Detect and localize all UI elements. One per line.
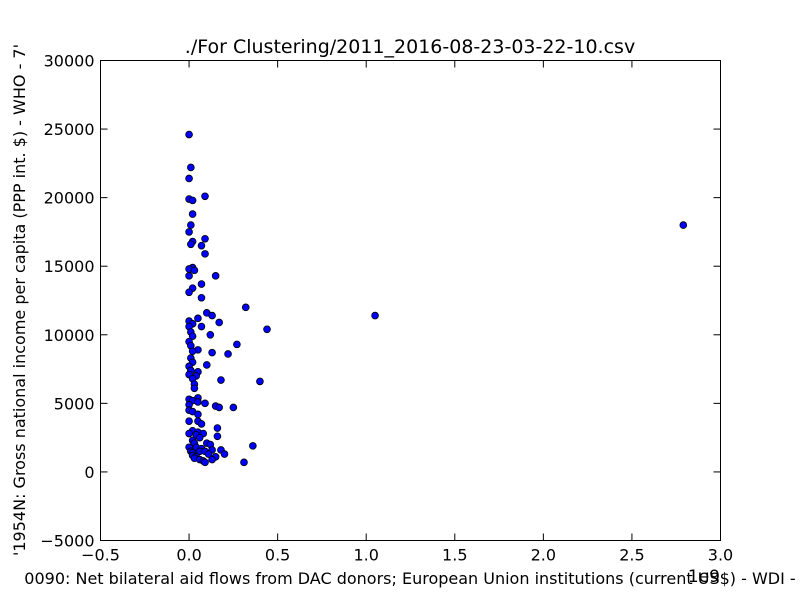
data-point [201, 234, 209, 243]
data-point [185, 130, 193, 139]
x-axis-label: 0090: Net bilateral aid flows from DAC d… [24, 569, 795, 588]
data-point [215, 318, 223, 327]
data-point [201, 399, 209, 408]
data-point [195, 433, 204, 442]
data-point [188, 196, 197, 205]
data-point [197, 293, 206, 302]
y-tick-label: 30000 [44, 52, 95, 71]
data-point [204, 450, 213, 458]
data-point [217, 376, 225, 384]
data-point [679, 221, 688, 229]
chart-title: ./For Clustering/2011_2016-08-23-03-22-1… [185, 36, 635, 58]
data-point [241, 303, 250, 312]
data-point [256, 377, 264, 386]
data-point [188, 347, 197, 356]
y-tick-label: 25000 [44, 120, 95, 139]
data-point [208, 348, 216, 357]
x-tick-label: 0.5 [265, 546, 290, 565]
data-point [229, 403, 238, 412]
data-point [201, 192, 209, 201]
data-point [240, 458, 248, 467]
data-point [185, 288, 193, 297]
data-point [224, 350, 232, 358]
x-axis-offset-label: 1e9 [688, 567, 720, 587]
data-point [185, 228, 193, 236]
data-point [185, 429, 193, 438]
data-point [197, 322, 206, 331]
x-tick-label: 2.0 [531, 546, 556, 565]
data-point [190, 266, 199, 275]
data-point [201, 458, 209, 467]
data-point [188, 332, 197, 340]
data-point [233, 340, 241, 349]
data-point [187, 240, 195, 249]
y-tick-label: 10000 [44, 326, 95, 345]
data-point [208, 311, 216, 320]
data-point [197, 241, 206, 250]
data-point [215, 403, 223, 412]
data-point [185, 417, 193, 425]
data-point [190, 384, 199, 393]
data-point [263, 325, 271, 334]
x-axis-ticks: −0.5 0.0 0.5 1.0 1.5 2.0 2.5 3.0 [81, 60, 733, 565]
plot-area [100, 60, 721, 541]
data-point [202, 361, 211, 369]
x-tick-label: 3.0 [708, 546, 733, 565]
data-point [211, 272, 220, 280]
x-tick-label: 0.0 [176, 546, 201, 565]
data-point [213, 432, 222, 441]
data-point [208, 455, 216, 464]
data-point [197, 420, 206, 428]
data-point [197, 280, 206, 288]
data-point [194, 410, 202, 419]
y-tick-label: 0 [84, 463, 94, 482]
data-point [371, 311, 379, 320]
x-tick-label: 1.5 [442, 546, 467, 565]
y-axis-ticks: −5000 0 5000 10000 15000 20000 25000 30000 [40, 52, 721, 551]
data-point [213, 424, 222, 432]
y-axis-label: '1954N: Gross national income per capita… [10, 44, 29, 556]
data-point [194, 398, 202, 406]
data-point [194, 314, 202, 323]
plot-frame [100, 60, 721, 541]
data-point [201, 250, 209, 258]
data-point [206, 330, 215, 339]
data-point [249, 442, 257, 450]
y-tick-label: 20000 [44, 189, 95, 208]
data-point [185, 174, 193, 183]
x-tick-label: 1.0 [353, 546, 378, 565]
data-point [187, 221, 195, 229]
data-point [220, 450, 229, 458]
data-point [187, 163, 195, 172]
y-tick-label: 5000 [54, 394, 95, 413]
x-tick-label: 2.5 [619, 546, 644, 565]
y-tick-label: 15000 [44, 257, 95, 276]
y-tick-label: −5000 [40, 532, 94, 551]
data-points [185, 130, 688, 467]
x-tick-label: −0.5 [81, 546, 120, 565]
data-point [185, 272, 193, 280]
data-point [188, 210, 197, 218]
